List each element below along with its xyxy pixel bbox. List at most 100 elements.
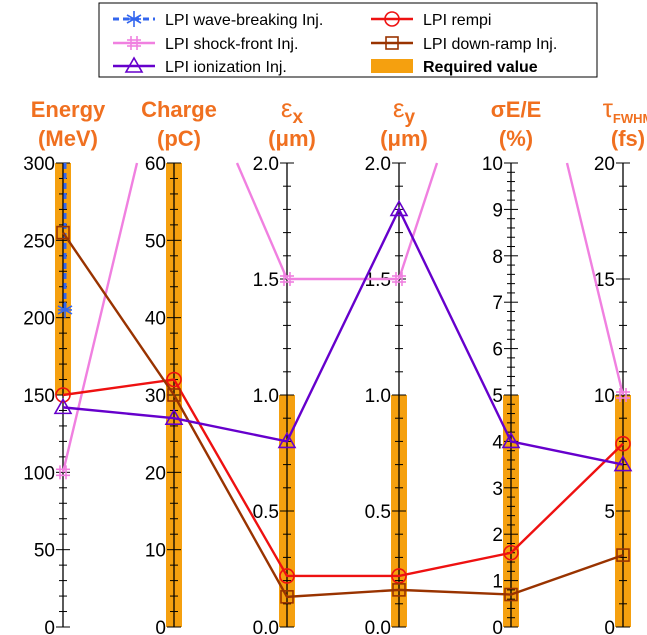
tick-label: 200 <box>23 309 55 330</box>
tick-label: 0.5 <box>253 502 279 523</box>
circle-marker <box>615 435 631 452</box>
series-2-point <box>503 544 519 561</box>
triangle-marker <box>53 397 73 415</box>
legend-marker <box>384 11 400 27</box>
axis-unit-energy: (MeV) <box>38 126 98 151</box>
axis-unit-emit_y: (μm) <box>380 126 428 151</box>
series-markers <box>53 199 633 604</box>
axis-title-subscript: y <box>405 107 416 128</box>
tick-label: 8 <box>492 247 503 268</box>
series-lines <box>61 162 625 599</box>
legend-marker <box>127 36 141 50</box>
legend-entry: LPI wave-breaking Inj. <box>113 11 323 29</box>
tick-label: 5 <box>492 386 503 407</box>
series-3-point <box>504 587 518 602</box>
tick-label: 1.5 <box>253 270 279 291</box>
tick-label: 50 <box>34 541 55 562</box>
tick-label: 0 <box>492 618 503 635</box>
tick-label: 0.0 <box>253 618 279 635</box>
axis-title-emit_y: εy <box>393 93 416 128</box>
series-1-point <box>392 272 406 286</box>
series-1-point <box>616 388 630 402</box>
series-2-point <box>55 387 71 403</box>
series-1-segment <box>61 162 139 473</box>
axis-title-energy: Energy <box>31 97 106 122</box>
axis-title-symbol: ε <box>281 93 293 123</box>
series-4-line <box>62 206 624 466</box>
axis-unit-duration: (fs) <box>611 126 645 151</box>
tick-label: 250 <box>23 231 55 252</box>
legend: LPI wave-breaking Inj. LPI rempi LPI shock… <box>98 2 598 78</box>
tick-label: 1 <box>492 572 503 593</box>
legend-entry: LPI down-ramp Inj. <box>371 36 557 53</box>
series-1-segment <box>235 162 289 280</box>
series-1-point <box>280 272 294 286</box>
circle-marker <box>503 544 519 561</box>
tick-label: 3 <box>492 479 503 500</box>
series-4-point <box>53 397 73 415</box>
series-2-point <box>391 568 407 584</box>
series-3-point <box>167 388 181 402</box>
series-1-point <box>56 465 70 480</box>
tick-label: 10 <box>482 154 503 175</box>
legend-label: LPI down-ramp Inj. <box>423 36 557 53</box>
tick-label: 15 <box>594 270 615 291</box>
triangle-marker <box>277 431 297 449</box>
legend-entry: LPI ionization Inj. <box>113 56 287 76</box>
series-1-segment <box>565 162 625 396</box>
series-3-line <box>62 231 624 599</box>
series-4-point <box>164 408 184 426</box>
triangle-marker <box>613 454 633 472</box>
circle-marker <box>391 568 407 584</box>
tick-label: 150 <box>23 386 55 407</box>
square-marker <box>56 225 70 240</box>
series-3-point <box>56 225 70 240</box>
square-marker <box>280 590 294 604</box>
axis-title-symbol: τ <box>603 93 614 123</box>
legend-marker <box>126 11 142 27</box>
series-2-point <box>615 435 631 452</box>
square-marker <box>385 36 399 50</box>
series-2-point <box>166 371 182 388</box>
series-2-line <box>62 378 624 578</box>
series-4-point <box>277 431 297 449</box>
tick-label: 10 <box>594 386 615 407</box>
series-4-point <box>613 454 633 472</box>
axes: 05010015020025030001020304050600.00.51.0… <box>23 154 630 635</box>
square-marker <box>392 583 406 597</box>
legend-entry: LPI rempi <box>371 11 491 29</box>
legend-label: LPI rempi <box>423 12 491 29</box>
tick-label: 2.0 <box>253 154 279 175</box>
triangle-marker <box>164 408 184 426</box>
series-3-point <box>616 548 630 562</box>
triangle-marker <box>501 431 521 449</box>
triangle-marker <box>124 56 144 73</box>
tick-label: 1.0 <box>365 386 391 407</box>
axis-title-subscript: x <box>293 107 304 128</box>
tick-label: 2 <box>492 525 503 546</box>
tick-label: 6 <box>492 340 503 361</box>
tick-label: 9 <box>492 200 503 221</box>
axis-title-symbol: ε <box>393 93 405 123</box>
series-3-point <box>392 583 406 597</box>
triangle-marker <box>389 199 409 217</box>
series-0-point <box>57 301 73 318</box>
tick-label: 0.5 <box>365 502 391 523</box>
square-marker <box>504 587 518 602</box>
tick-label: 0.0 <box>365 618 391 635</box>
tick-label: 5 <box>604 502 615 523</box>
legend-label: Required value <box>423 59 538 76</box>
tick-label: 7 <box>492 293 503 314</box>
series-4-point <box>501 431 521 449</box>
tick-label: 1.5 <box>365 270 391 291</box>
legend-entry: LPI shock-front Inj. <box>113 36 298 53</box>
axis-unit-charge: (pC) <box>157 126 201 151</box>
axis-unit-spread: (%) <box>499 126 533 151</box>
tick-label: 0 <box>604 618 615 635</box>
axis-title-subscript: FWHM <box>613 111 647 126</box>
circle-marker <box>55 387 71 403</box>
tick-label: 30 <box>145 386 166 407</box>
tick-label: 300 <box>23 154 55 175</box>
tick-label: 100 <box>23 463 55 484</box>
